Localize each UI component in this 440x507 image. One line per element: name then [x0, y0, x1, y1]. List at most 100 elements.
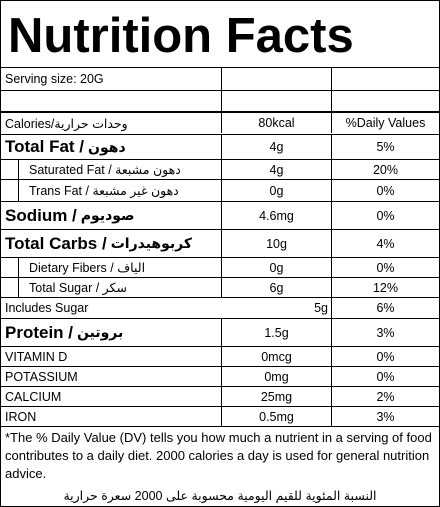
- footnote-arabic: النسبة المئوية للقيم اليومية محسوبة على …: [63, 489, 377, 503]
- total-sugar-amount-cell: 6g: [221, 278, 331, 297]
- total-sugar-name-cell: Total Sugar / سكر: [1, 278, 221, 297]
- includes-sugar-name-cell: Includes Sugar 5g: [1, 298, 331, 318]
- calories-label: Calories/وحدات حرارية: [5, 116, 128, 131]
- total-sugar-label: Total Sugar / سكر: [29, 281, 127, 295]
- dietary-fibers-dv-cell: 0%: [331, 258, 439, 277]
- vitamin-d-amount: 0mcg: [261, 349, 292, 364]
- sodium-en: Sodium /: [5, 205, 77, 225]
- footnote-block: *The % Daily Value (DV) tells you how mu…: [1, 426, 439, 487]
- includes-sugar-amount: 5g: [314, 301, 328, 315]
- total-fat-amount-cell: 4g: [221, 135, 331, 159]
- vitamin-d-dv-cell: 0%: [331, 347, 439, 366]
- saturated-fat-name-cell: Saturated Fat / دهون مشبعة: [1, 160, 221, 179]
- potassium-row: POTASSIUM 0mg 0%: [1, 366, 439, 386]
- total-fat-row: Total Fat / دهون 4g 5%: [1, 134, 439, 159]
- total-carbs-amount: 10g: [266, 236, 287, 251]
- total-carbs-amount-cell: 10g: [221, 230, 331, 257]
- serving-amount-cell: [221, 68, 331, 90]
- vitamin-d-amount-cell: 0mcg: [221, 347, 331, 366]
- total-carbs-ar: كربوهيدرات: [110, 235, 193, 251]
- vitamin-d-name-cell: VITAMIN D: [1, 347, 221, 366]
- calories-header-row: Calories/وحدات حرارية 80kcal %Daily Valu…: [1, 111, 439, 133]
- total-fat-en: Total Fat /: [5, 137, 85, 156]
- total-fat-ar: دهون: [88, 138, 126, 155]
- total-carbs-label: Total Carbs / كربوهيدرات: [5, 230, 192, 257]
- serving-cell: Serving size: 20G: [1, 68, 221, 90]
- saturated-fat-dv: 20%: [372, 162, 399, 177]
- vitamin-d-row: VITAMIN D 0mcg 0%: [1, 346, 439, 366]
- sodium-dv: 0%: [376, 208, 395, 223]
- total-fat-dv: 5%: [376, 140, 395, 154]
- total-carbs-dv: 4%: [376, 236, 395, 251]
- protein-amount: 1.5g: [264, 325, 289, 340]
- dietary-fibers-name-cell: Dietary Fibers / الياف: [1, 258, 221, 277]
- calcium-row: CALCIUM 25mg 2%: [1, 386, 439, 406]
- iron-dv-cell: 3%: [331, 407, 439, 426]
- sodium-amount: 4.6mg: [259, 208, 294, 223]
- includes-sugar-label: Includes Sugar: [5, 301, 89, 315]
- protein-row: Protein / بروتين 1.5g 3%: [1, 318, 439, 346]
- iron-name-cell: IRON: [1, 407, 221, 426]
- total-carbs-dv-cell: 4%: [331, 230, 439, 257]
- indent-divider: [18, 160, 19, 179]
- iron-amount: 0.5mg: [259, 409, 294, 424]
- spacer-dv: [331, 91, 439, 111]
- daily-values-header: %Daily Values: [345, 116, 426, 130]
- calcium-dv: 2%: [376, 389, 395, 404]
- daily-values-header-cell: %Daily Values: [331, 113, 439, 133]
- total-sugar-row: Total Sugar / سكر 6g 12%: [1, 277, 439, 297]
- trans-fat-amount-cell: 0g: [221, 180, 331, 201]
- page-title: Nutrition Facts: [8, 9, 354, 63]
- indent-divider: [18, 278, 19, 297]
- vitamin-d-label: VITAMIN D: [5, 349, 68, 364]
- saturated-fat-row: Saturated Fat / دهون مشبعة 4g 20%: [1, 159, 439, 179]
- sodium-row: Sodium / صوديوم 4.6mg 0%: [1, 201, 439, 229]
- title-banner: Nutrition Facts: [1, 1, 439, 67]
- trans-fat-label: Trans Fat / دهون غير مشبعة: [29, 184, 179, 198]
- protein-dv-cell: 3%: [331, 319, 439, 346]
- sodium-name-cell: Sodium / صوديوم: [1, 202, 221, 229]
- total-fat-amount: 4g: [269, 140, 284, 154]
- potassium-amount-cell: 0mg: [221, 367, 331, 386]
- protein-ar: بروتين: [77, 324, 124, 340]
- total-fat-name-cell: Total Fat / دهون: [1, 135, 221, 159]
- saturated-fat-amount-cell: 4g: [221, 160, 331, 179]
- protein-label: Protein / بروتين: [5, 319, 123, 346]
- spacer-row: [1, 90, 439, 111]
- calcium-amount: 25mg: [260, 389, 293, 404]
- saturated-fat-dv-cell: 20%: [331, 160, 439, 179]
- protein-dv: 3%: [376, 325, 395, 340]
- trans-fat-amount: 0g: [269, 183, 284, 198]
- indent-divider: [18, 180, 19, 201]
- calcium-label: CALCIUM: [5, 389, 62, 404]
- protein-amount-cell: 1.5g: [221, 319, 331, 346]
- serving-size: Serving size: 20G: [5, 72, 104, 86]
- spacer-name: [1, 91, 221, 111]
- sodium-amount-cell: 4.6mg: [221, 202, 331, 229]
- dietary-fibers-row: Dietary Fibers / الياف 0g 0%: [1, 257, 439, 277]
- calories-amount-cell: 80kcal: [221, 113, 331, 133]
- trans-fat-dv-cell: 0%: [331, 180, 439, 201]
- dietary-fibers-dv: 0%: [376, 260, 395, 275]
- sodium-dv-cell: 0%: [331, 202, 439, 229]
- iron-row: IRON 0.5mg 3%: [1, 406, 439, 426]
- sodium-label: Sodium / صوديوم: [5, 202, 135, 229]
- potassium-label: POTASSIUM: [5, 369, 78, 384]
- protein-name-cell: Protein / بروتين: [1, 319, 221, 346]
- dietary-fibers-amount: 0g: [269, 260, 284, 275]
- total-carbs-en: Total Carbs /: [5, 233, 107, 253]
- iron-dv: 3%: [376, 409, 395, 424]
- dietary-fibers-label: Dietary Fibers / الياف: [29, 261, 146, 275]
- calcium-dv-cell: 2%: [331, 387, 439, 406]
- serving-dv-cell: [331, 68, 439, 90]
- total-sugar-dv-cell: 12%: [331, 278, 439, 297]
- sodium-ar: صوديوم: [80, 207, 135, 223]
- total-sugar-amount: 6g: [269, 280, 284, 295]
- iron-amount-cell: 0.5mg: [221, 407, 331, 426]
- potassium-name-cell: POTASSIUM: [1, 367, 221, 386]
- dietary-fibers-amount-cell: 0g: [221, 258, 331, 277]
- trans-fat-row: Trans Fat / دهون غير مشبعة 0g 0%: [1, 179, 439, 201]
- calcium-amount-cell: 25mg: [221, 387, 331, 406]
- iron-label: IRON: [5, 409, 37, 424]
